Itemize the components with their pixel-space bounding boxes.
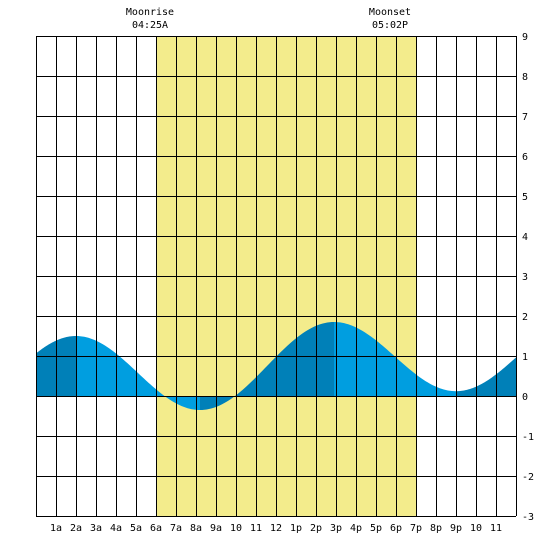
x-tick-label: 6a <box>150 523 162 534</box>
x-tick-label: 9a <box>210 523 222 534</box>
tide-falling-area <box>76 336 200 410</box>
x-tick-label: 2p <box>310 523 322 534</box>
y-tick-label: -1 <box>522 432 534 443</box>
tide-falling-area <box>334 322 456 396</box>
y-tick-label: 6 <box>522 152 528 163</box>
y-tick-label: 4 <box>522 232 528 243</box>
y-tick-labels: -3 -2 -1 0 1 2 3 4 5 6 7 8 9 <box>522 32 534 523</box>
x-tick-label: 7p <box>410 523 422 534</box>
y-tick-label: -2 <box>522 472 534 483</box>
x-tick-label: 5p <box>370 523 382 534</box>
x-tick-label: 2a <box>70 523 82 534</box>
x-tick-label: 4a <box>110 523 122 534</box>
y-tick-label: 7 <box>522 112 528 123</box>
x-tick-label: 10 <box>230 523 242 534</box>
tide-rising-area <box>456 357 516 396</box>
y-tick-label: 3 <box>522 272 528 283</box>
x-tick-label: 11 <box>250 523 262 534</box>
y-tick-label: 2 <box>522 312 528 323</box>
x-tick-label: 1p <box>290 523 302 534</box>
tide-rising-area <box>200 322 334 410</box>
y-tick-label: 8 <box>522 72 528 83</box>
y-tick-label: 9 <box>522 32 528 43</box>
x-tick-label: 3p <box>330 523 342 534</box>
x-tick-label: 8a <box>190 523 202 534</box>
y-tick-label: 5 <box>522 192 528 203</box>
x-tick-labels: 1a 2a 3a 4a 5a 6a 7a 8a 9a 10 11 12 1p 2p 3p 4p 5p 6p 7p 8p… <box>50 523 502 534</box>
x-tick-label: 8p <box>430 523 442 534</box>
y-tick-label: 1 <box>522 352 528 363</box>
x-tick-label: 11 <box>490 523 502 534</box>
x-tick-label: 9p <box>450 523 462 534</box>
y-tick-label: 0 <box>522 392 528 403</box>
moonset-label: Moonset <box>369 7 411 18</box>
x-tick-label: 7a <box>170 523 182 534</box>
annotations: Moonrise 04:25A Moonset 05:02P <box>126 7 411 31</box>
x-tick-label: 10 <box>470 523 482 534</box>
moonrise-time: 04:25A <box>132 20 168 31</box>
x-tick-label: 5a <box>130 523 142 534</box>
x-tick-label: 1a <box>50 523 62 534</box>
x-tick-label: 3a <box>90 523 102 534</box>
grid-layer <box>36 36 517 517</box>
moonset-time: 05:02P <box>372 20 408 31</box>
x-tick-label: 4p <box>350 523 362 534</box>
x-tick-label: 12 <box>270 523 282 534</box>
x-tick-label: 6p <box>390 523 402 534</box>
moonrise-label: Moonrise <box>126 7 174 18</box>
y-tick-label: -3 <box>522 512 534 523</box>
